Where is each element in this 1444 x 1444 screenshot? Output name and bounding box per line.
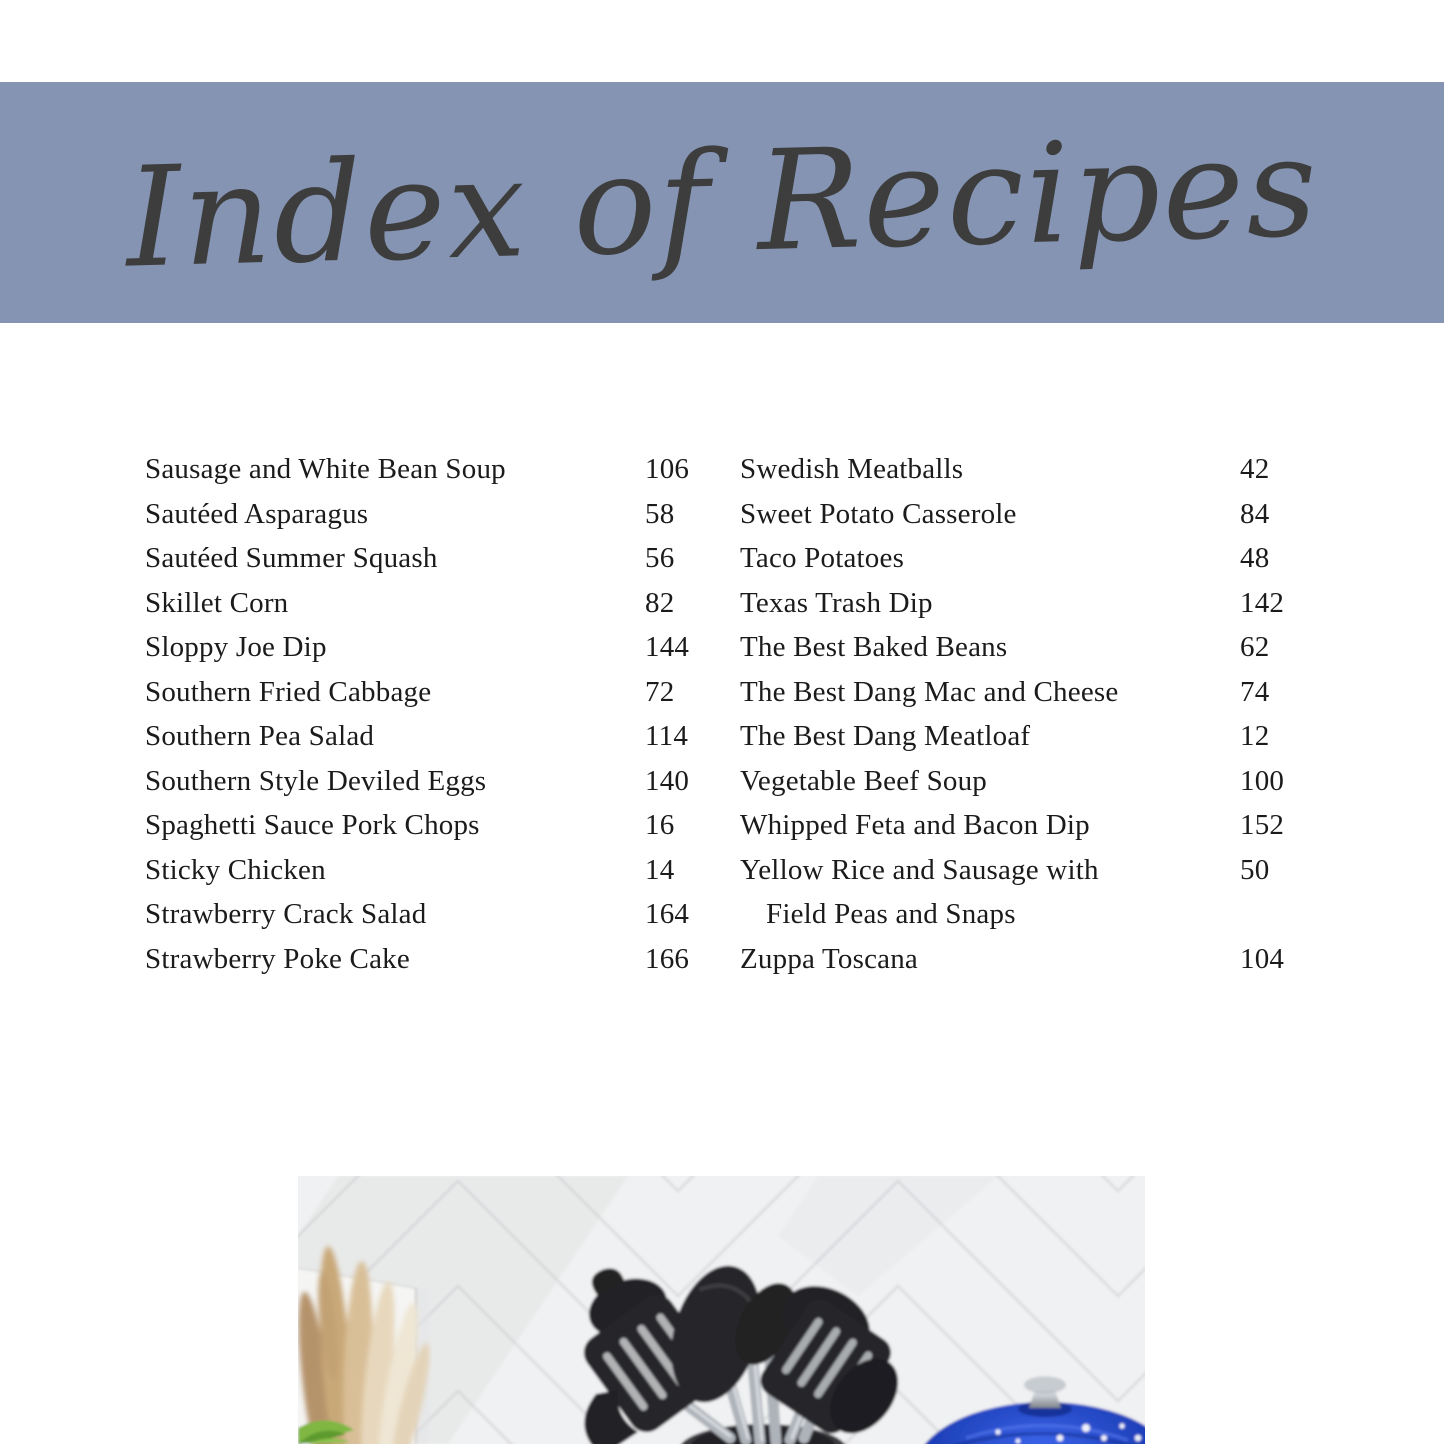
page-number: 42	[1240, 453, 1270, 485]
page-number: 16	[645, 809, 675, 841]
index-entry: The Best Dang Meatloaf 12	[740, 714, 1340, 759]
recipe-name: Whipped Feta and Bacon Dip	[740, 809, 1090, 841]
index-entry: Sloppy Joe Dip 144	[145, 625, 745, 670]
page-number: 62	[1240, 631, 1270, 663]
recipe-name: Skillet Corn	[145, 586, 289, 619]
recipe-name: Sloppy Joe Dip	[145, 631, 327, 663]
page-number: 50	[1240, 853, 1270, 886]
index-entry: Sticky Chicken 14	[145, 848, 745, 893]
recipe-name: Sweet Potato Casserole	[740, 497, 1017, 530]
index-entry: Zuppa Toscana 104	[740, 937, 1340, 982]
page-title: Index of Recipes	[123, 105, 1321, 299]
index-entry: Southern Pea Salad 114	[145, 714, 745, 759]
index-entry: Strawberry Poke Cake 166	[145, 937, 745, 982]
pampas-grass	[298, 1246, 430, 1444]
page-number: 56	[645, 542, 675, 574]
index-entry: Vegetable Beef Soup 100	[740, 759, 1340, 804]
page-number: 12	[1240, 720, 1270, 752]
recipe-name: Sautéed Summer Squash	[145, 542, 438, 574]
recipe-name: Yellow Rice and Sausage with Field Peas …	[740, 848, 1240, 937]
page-number: 152	[1240, 809, 1285, 841]
plant-leaves	[298, 1420, 354, 1444]
index-entry: Skillet Corn 82	[145, 581, 745, 626]
recipe-name: Southern Fried Cabbage	[145, 675, 432, 708]
page-number: 82	[645, 586, 675, 619]
page-number: 164	[645, 898, 690, 930]
index-entry: Spaghetti Sauce Pork Chops 16	[145, 803, 745, 848]
page-number: 142	[1240, 586, 1285, 619]
index-entry: Southern Style Deviled Eggs 140	[145, 759, 745, 804]
index-entry: The Best Baked Beans 62	[740, 625, 1340, 670]
recipe-name: Swedish Meatballs	[740, 453, 964, 485]
recipe-name: Vegetable Beef Soup	[740, 764, 988, 797]
recipe-name: Sausage and White Bean Soup	[145, 453, 506, 485]
page-number: 114	[645, 720, 689, 752]
recipe-name: Texas Trash Dip	[740, 586, 933, 619]
dutch-oven	[925, 1374, 1145, 1444]
page-number: 144	[645, 631, 690, 663]
recipe-name: The Best Dang Mac and Cheese	[740, 675, 1119, 708]
recipe-name: Southern Style Deviled Eggs	[145, 764, 487, 797]
page-number: 100	[1240, 764, 1285, 797]
kitchen-photo-svg	[298, 1176, 1145, 1444]
page-number: 84	[1240, 497, 1270, 530]
wall-shadow-2	[778, 1176, 998, 1296]
index-entry: Yellow Rice and Sausage with Field Peas …	[740, 848, 1340, 937]
index-entry: The Best Dang Mac and Cheese 74	[740, 670, 1340, 715]
page-number: 140	[645, 764, 690, 797]
solid-spoon	[671, 1265, 761, 1403]
page-number: 72	[645, 675, 675, 708]
recipe-name: Sautéed Asparagus	[145, 497, 369, 530]
index-entry: Strawberry Crack Salad 164	[145, 892, 745, 937]
recipe-name: Strawberry Crack Salad	[145, 898, 427, 930]
recipe-name: Taco Potatoes	[740, 542, 905, 574]
recipe-name: Sticky Chicken	[145, 853, 326, 886]
recipe-name: The Best Baked Beans	[740, 631, 1008, 663]
recipe-name: Southern Pea Salad	[145, 720, 375, 752]
page-number: 74	[1240, 675, 1270, 708]
index-entry: Sausage and White Bean Soup 106	[145, 447, 745, 492]
page-number: 166	[645, 942, 690, 975]
utensil-heads	[583, 1265, 898, 1444]
recipe-name-second-line: Field Peas and Snaps	[766, 898, 1016, 930]
page-number: 106	[645, 453, 690, 485]
index-entry: Sweet Potato Casserole 84	[740, 492, 1340, 537]
page-number: 14	[645, 853, 675, 886]
index-column-right: Swedish Meatballs 42 Sweet Potato Casser…	[740, 447, 1340, 981]
recipe-name: Spaghetti Sauce Pork Chops	[145, 809, 480, 841]
recipe-name: The Best Dang Meatloaf	[740, 720, 1031, 752]
kitchen-photo	[298, 1176, 1145, 1444]
recipe-name: Strawberry Poke Cake	[145, 942, 410, 975]
specular-highlights	[995, 1423, 1142, 1444]
page-number: 48	[1240, 542, 1270, 574]
title-banner: Index of Recipes	[0, 82, 1444, 323]
index-column-left: Sausage and White Bean Soup 106 Sautéed …	[145, 447, 745, 981]
page-number: 104	[1240, 942, 1285, 975]
index-entry: Whipped Feta and Bacon Dip 152	[740, 803, 1340, 848]
index-entry: Swedish Meatballs 42	[740, 447, 1340, 492]
page-number: 58	[645, 497, 675, 530]
index-entry: Sautéed Asparagus 58	[145, 492, 745, 537]
index-entry: Taco Potatoes 48	[740, 536, 1340, 581]
index-entry: Texas Trash Dip 142	[740, 581, 1340, 626]
index-entry: Southern Fried Cabbage 72	[145, 670, 745, 715]
index-entry: Sautéed Summer Squash 56	[145, 536, 745, 581]
recipe-name: Zuppa Toscana	[740, 942, 919, 975]
